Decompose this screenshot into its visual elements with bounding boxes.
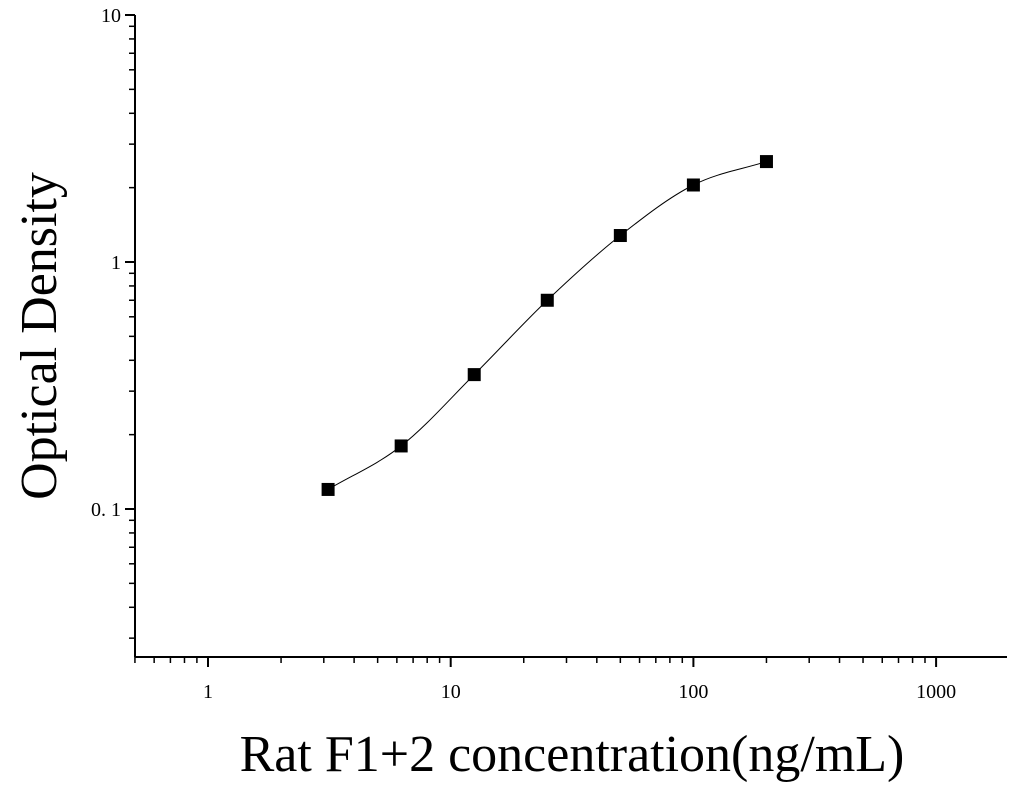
data-point (540, 293, 554, 307)
x-ticks: 1 10 100 1000 (134, 657, 956, 703)
data-point (321, 482, 335, 496)
y-ticks: 0. 1 1 10 (91, 5, 135, 639)
x-tick-label: 1000 (916, 681, 956, 703)
fit-curve (327, 161, 767, 490)
y-axis-title: Optical Density (11, 172, 68, 500)
y-tick-label: 1 (111, 252, 121, 274)
data-point (759, 155, 773, 169)
data-point (467, 368, 481, 382)
data-point (613, 229, 627, 243)
x-tick-label: 100 (678, 681, 708, 703)
x-tick-label: 1 (203, 681, 213, 703)
axes (134, 15, 1007, 658)
data-point (686, 178, 700, 192)
y-tick-label: 0. 1 (91, 499, 121, 521)
data-point (394, 439, 408, 453)
x-axis-title: Rat F1+2 concentration(ng/mL) (240, 726, 905, 783)
data-points (321, 155, 773, 496)
x-tick-label: 10 (441, 681, 461, 703)
y-tick-label: 10 (101, 5, 121, 27)
